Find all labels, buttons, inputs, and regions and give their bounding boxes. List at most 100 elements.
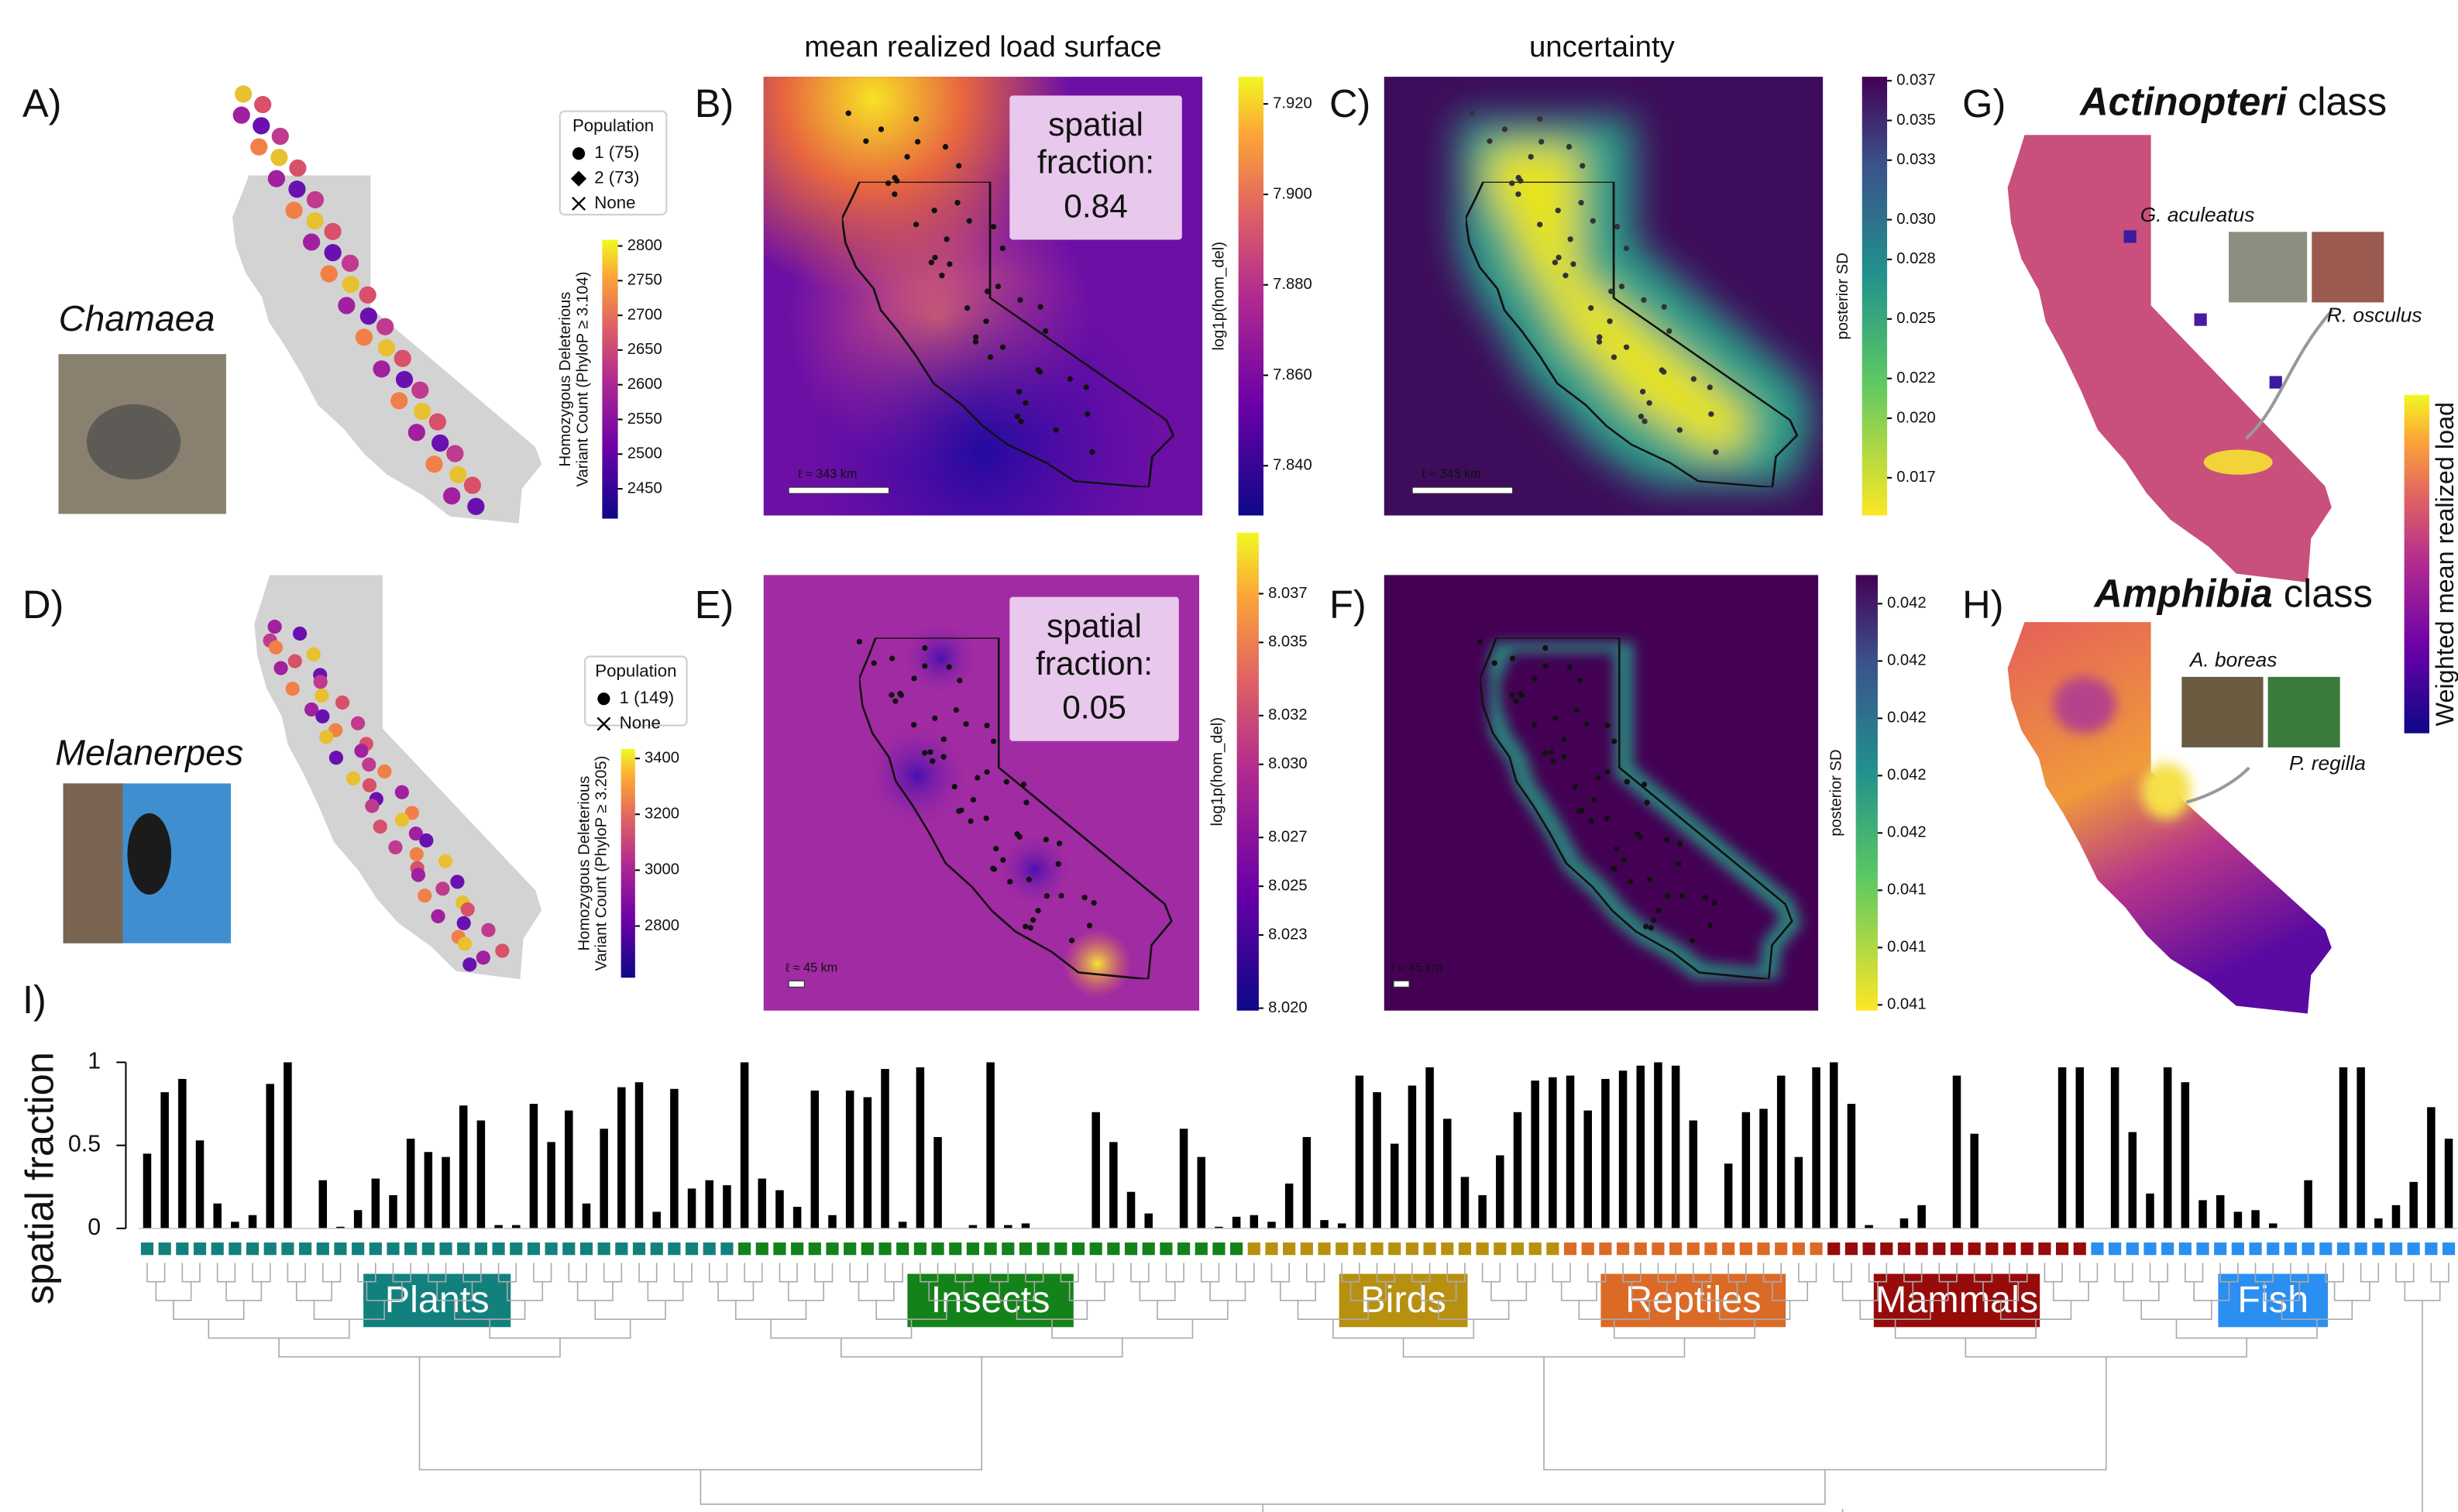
sample-dot [1089, 449, 1095, 455]
dendrogram-branch [1481, 1263, 1501, 1283]
colorbar [1855, 575, 1878, 1011]
sample-dot [1708, 411, 1714, 418]
sample-marker [359, 286, 376, 304]
bar [1776, 1075, 1786, 1228]
bird-photo [127, 813, 172, 895]
dendrogram-branch [418, 1356, 983, 1471]
group-square [579, 1242, 593, 1256]
sample-marker [292, 626, 308, 641]
legend-entry: None [594, 193, 635, 212]
group-square [650, 1242, 663, 1256]
colorbar-tick-label: 0.042 [1887, 710, 1927, 727]
group-square [2020, 1242, 2033, 1256]
bar [1496, 1155, 1504, 1228]
bar [565, 1110, 573, 1228]
sample-marker [411, 381, 429, 399]
group-square [562, 1242, 576, 1256]
group-square [369, 1242, 382, 1256]
colorbar-tick-label: 8.027 [1268, 829, 1308, 846]
group-square [1336, 1242, 1349, 1256]
colorbar-tick-label: 8.023 [1268, 926, 1308, 943]
sample-dot [990, 738, 997, 744]
group-square [2196, 1242, 2209, 1256]
sample-dot [1639, 389, 1646, 395]
group-square [2302, 1242, 2315, 1256]
group-square [755, 1242, 768, 1256]
sample-dot [911, 722, 917, 728]
group-square [1581, 1242, 1594, 1256]
sample-dot [944, 236, 950, 242]
species-photo [2181, 676, 2264, 747]
colorbar-label: posterior SD [1828, 749, 1845, 836]
scale-bar-label: ℓ ≈ 343 km [798, 467, 857, 481]
pointer-arrow [2244, 309, 2334, 440]
sample-dot [1702, 895, 1708, 901]
bar [1179, 1129, 1188, 1228]
colorbar-label: posterior SD [1834, 253, 1851, 339]
species-label: G. aculeatus [2140, 203, 2255, 226]
sample-dot [1509, 692, 1515, 698]
panel-label: E) [695, 582, 734, 627]
group-square [1195, 1242, 1208, 1256]
sample-dot [1014, 413, 1021, 420]
colorbar-tick-label: 0.042 [1887, 824, 1927, 841]
sample-marker [462, 957, 477, 972]
dendrogram-branch [2052, 1281, 2089, 1301]
dendrogram-branch [638, 1263, 658, 1283]
colorbar-tick-label: 2550 [627, 411, 662, 428]
class-name: Amphibia [2092, 572, 2272, 616]
sample-dot [963, 721, 969, 727]
group-square [1704, 1242, 1717, 1256]
colorbar-tick-label: 7.860 [1273, 366, 1312, 383]
bar [1267, 1222, 1276, 1228]
sample-dot [1711, 900, 1717, 906]
bar [195, 1140, 205, 1228]
panel-label: C) [1329, 81, 1370, 125]
sample-dot [1573, 707, 1580, 713]
sample-dot [1588, 305, 1594, 311]
fraction-box [1009, 596, 1179, 741]
bar [1724, 1163, 1733, 1228]
sample-marker [288, 180, 306, 198]
bar [389, 1194, 397, 1228]
scale-bar [788, 980, 805, 988]
colorbar [1238, 77, 1264, 516]
bar [371, 1178, 380, 1228]
sample-marker [289, 159, 307, 177]
bar [986, 1062, 995, 1228]
group-square [1739, 1242, 1752, 1256]
bar [318, 1180, 328, 1228]
sample-dot [1635, 831, 1641, 837]
group-square [1019, 1242, 1033, 1256]
group-square [299, 1242, 312, 1256]
sample-dot [1690, 376, 1697, 382]
bar [828, 1215, 837, 1228]
sample-marker [413, 402, 431, 421]
group-square [510, 1242, 523, 1256]
dendrogram-branch [1165, 1263, 1184, 1283]
sample-marker [271, 127, 289, 146]
bar [1197, 1156, 1206, 1228]
species-photo [2312, 232, 2384, 303]
group-square [773, 1242, 786, 1256]
bar [1408, 1085, 1417, 1228]
sample-dot [1067, 376, 1073, 382]
colorbar-tick-label: 8.025 [1268, 878, 1308, 895]
sample-dot [993, 845, 999, 852]
group-square [1880, 1242, 1893, 1256]
sample-dot [1604, 815, 1610, 822]
bar [652, 1211, 661, 1228]
sample-dot [863, 138, 869, 144]
group-square [421, 1242, 435, 1256]
sample-marker [354, 744, 369, 758]
group-square [2372, 1242, 2385, 1256]
dendrogram-branch [841, 1338, 1123, 1358]
bar [1109, 1142, 1118, 1228]
bar [1741, 1112, 1751, 1228]
sample-dot [1604, 723, 1611, 729]
bar [1549, 1077, 1557, 1228]
dendrogram-branch [813, 1263, 834, 1283]
bar [758, 1178, 767, 1228]
